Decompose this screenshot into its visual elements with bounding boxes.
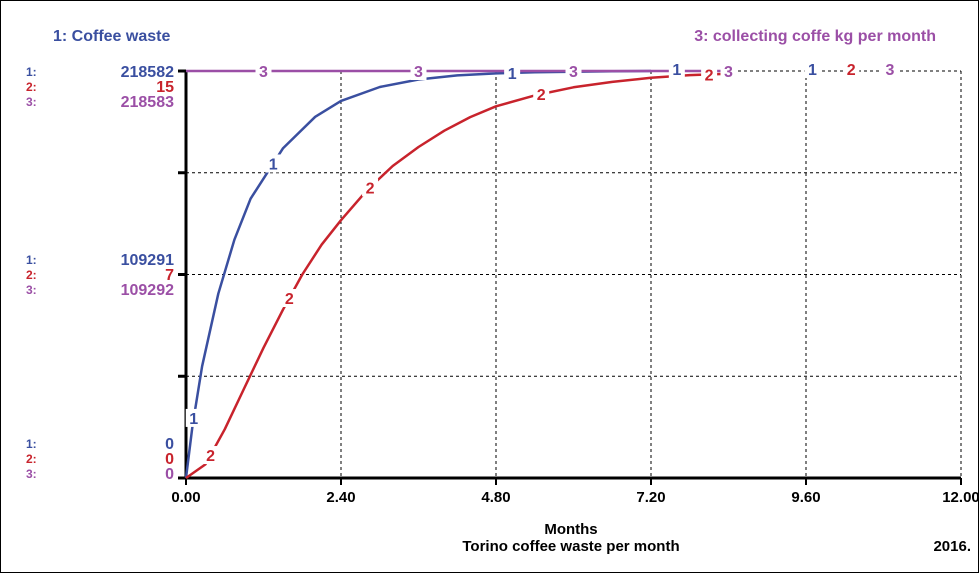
y-scale-bottom-1: 0 [165,436,174,453]
series-2-line [185,72,729,480]
x-tick-label: 12.00 [942,489,978,506]
series-marker-bg [533,85,550,104]
series-3-marker: 3 [724,64,733,81]
series-marker-bg [804,60,821,78]
series-1-line [184,69,652,479]
x-tick-label: 7.20 [636,489,665,506]
series-marker-bg [701,65,718,84]
y-scale-bottom-3: 0 [165,466,174,483]
series-2-marker: 2 [705,67,714,84]
y-scale-bottom-2: 0 [165,451,174,468]
series-2-marker: 2 [285,291,294,308]
series-marker-bg [255,62,272,80]
series-1-marker: 1 [808,62,817,79]
footer-year: 2016. [933,538,971,555]
y-scale-prefix-3: 3: [26,467,37,481]
y-scale-mid-1: 109291 [121,252,174,269]
series-marker-bg [265,154,282,173]
x-tick-label: 4.80 [481,489,510,506]
y-scale-prefix-1: 1: [26,437,37,451]
y-scale-prefix-3: 3: [26,95,37,109]
series-1-marker: 1 [508,66,517,83]
chart-title: Torino coffee waste per month [462,538,679,555]
series-marker-bg [565,62,582,80]
series-marker-bg [881,60,898,78]
series-marker-bg [362,178,379,197]
y-scale-prefix-2: 2: [26,452,37,466]
series-marker-bg [185,408,202,427]
y-scale-mid-2: 7 [165,267,174,284]
series-3-marker: 3 [414,64,423,81]
series-3-marker: 3 [569,64,578,81]
x-tick-label: 2.40 [326,489,355,506]
series-marker-bg [504,63,521,82]
series-marker-bg [202,446,219,465]
y-scale-prefix-3: 3: [26,283,37,297]
series-marker-bg [281,289,298,308]
series-3-marker: 3 [886,62,895,79]
y-scale-prefix-1: 1: [26,253,37,267]
series-2-marker: 2 [366,180,375,197]
y-scale-prefix-2: 2: [26,268,37,282]
legend-coffee-waste: 1: Coffee waste [53,28,170,45]
legend-collecting-coffee: 3: collecting coffe kg per month [694,28,936,45]
series-2-marker: 2 [537,87,546,104]
series-marker-bg [410,62,427,80]
y-scale-prefix-1: 1: [26,65,37,79]
series-1-marker: 1 [672,62,681,79]
x-tick-label: 9.60 [791,489,820,506]
series-marker-bg [720,62,737,80]
series-marker-bg [668,60,685,78]
series-2-marker: 2 [206,448,215,465]
x-axis-label: Months [544,521,597,538]
y-scale-prefix-2: 2: [26,80,37,94]
series-2-marker: 2 [847,62,856,79]
y-scale-top-3: 218583 [121,94,174,111]
series-marker-bg [843,60,860,78]
series-1-marker: 1 [189,411,198,428]
y-scale-top-1: 218582 [121,64,174,81]
series-1-marker: 1 [269,157,278,174]
y-scale-top-2: 15 [156,79,174,96]
x-tick-label: 0.00 [171,489,200,506]
y-scale-mid-3: 109292 [121,282,174,299]
series-3-marker: 3 [259,64,268,81]
